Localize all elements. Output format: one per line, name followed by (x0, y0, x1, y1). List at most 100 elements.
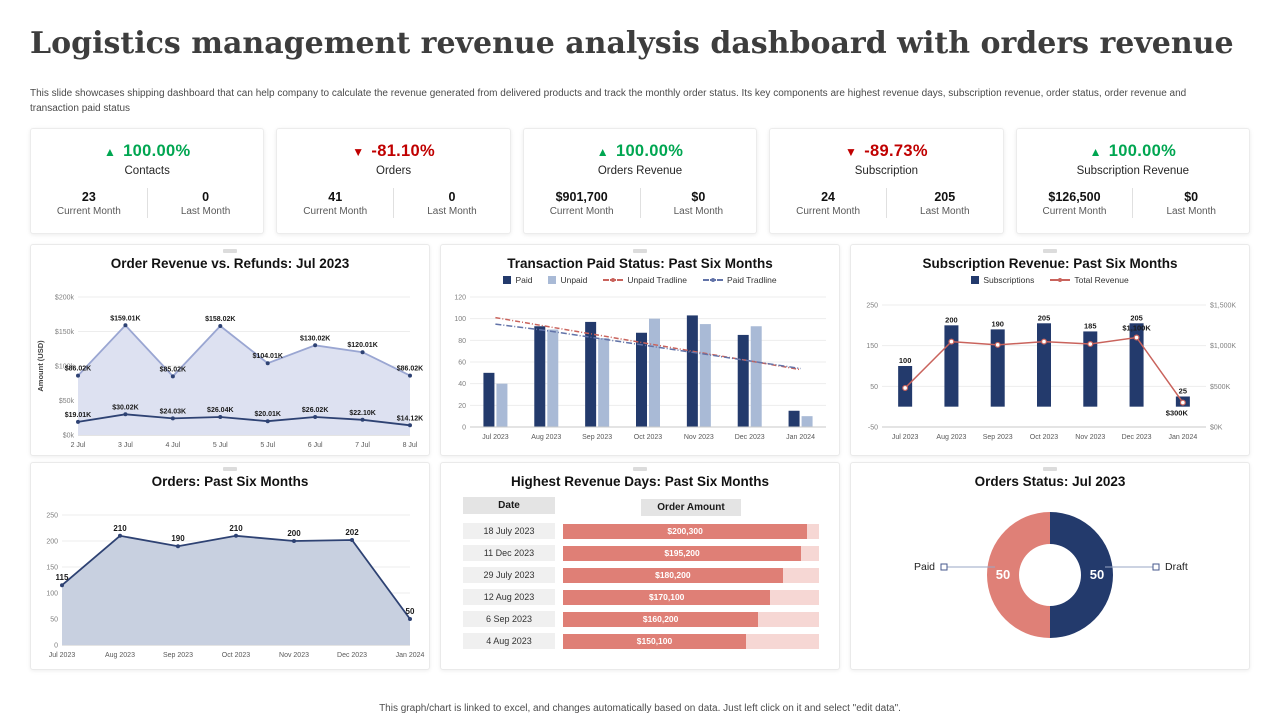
kpi-label: Subscription (854, 165, 919, 177)
legend-paid-tradline-icon (702, 278, 723, 282)
divider (393, 188, 395, 218)
svg-text:Sep 2023: Sep 2023 (582, 434, 612, 441)
subscription-revenue-card: Subscription Revenue: Past Six Months Su… (850, 244, 1250, 456)
svg-text:$500K: $500K (1210, 384, 1231, 391)
revenue-bar-track: $160,200 (563, 611, 819, 627)
trend-down-icon: ▼ (352, 145, 365, 159)
svg-text:200: 200 (46, 539, 58, 546)
svg-text:$1,500K: $1,500K (1210, 303, 1236, 310)
trend-up-icon: ▲ (1089, 145, 1102, 159)
kpi-current-label: Current Month (549, 205, 614, 217)
orders-six-months-chart[interactable]: 0 50 100 150 200 250 Jul 2023 Aug 2023 Sep 2023 O… (34, 491, 426, 661)
divider (639, 188, 641, 218)
kpi-last-label: Last Month (1166, 205, 1216, 217)
kpi-card-subscription: ▼ -89.73% Subscription 24 Current Month 20… (769, 128, 1004, 234)
svg-text:Dec 2023: Dec 2023 (337, 652, 367, 659)
revenue-bar-track: $170,100 (563, 589, 819, 605)
svg-text:$24.03K: $24.03K (160, 408, 186, 415)
kpi-current-label: Current Month (56, 205, 121, 217)
svg-text:6 Jul: 6 Jul (308, 442, 323, 449)
kpi-percent: -89.73% (864, 142, 928, 160)
orders-status-donut[interactable]: 50 50 Paid Draft (854, 491, 1246, 653)
divider (885, 188, 887, 218)
svg-text:25: 25 (1179, 387, 1187, 396)
svg-text:Jul 2023: Jul 2023 (49, 652, 76, 659)
kpi-percent: 100.00% (615, 142, 684, 160)
highest-revenue-days-table[interactable]: Date Order Amount 18 July 2023 $200,300 11… (463, 497, 819, 649)
table-header: Date Order Amount (463, 497, 819, 516)
card-handle-icon (633, 467, 647, 471)
trend-up-icon: ▲ (103, 145, 117, 159)
svg-text:Dec 2023: Dec 2023 (735, 434, 765, 441)
kpi-card-contacts: ▲ 100.00% Contacts 23 Current Month 0 Last … (30, 128, 265, 234)
kpi-trend: ▲ 100.00% (1017, 142, 1249, 161)
kpi-current-label: Current Month (796, 205, 861, 217)
svg-text:40: 40 (458, 381, 466, 388)
card-handle-icon (1043, 467, 1057, 471)
kpi-card-orders: ▼ -81.10% Orders 41 Current Month 0 Last Mo… (276, 128, 511, 234)
svg-text:80: 80 (458, 338, 466, 345)
svg-text:$1,100K: $1,100K (1122, 324, 1151, 333)
kpi-trend: ▲ 100.00% (524, 142, 756, 161)
svg-text:8 Jul: 8 Jul (403, 442, 418, 449)
transaction-status-card: Transaction Paid Status: Past Six Months… (440, 244, 840, 456)
svg-text:100: 100 (899, 356, 912, 365)
svg-text:Aug 2023: Aug 2023 (936, 434, 966, 441)
kpi-current-value: 23 (81, 189, 96, 204)
revenue-bar: $170,100 (563, 589, 771, 605)
svg-text:Dec 2023: Dec 2023 (1122, 434, 1152, 441)
card-handle-icon (223, 249, 237, 253)
card-handle-icon (1043, 249, 1057, 253)
svg-text:205: 205 (1038, 313, 1051, 322)
revenue-day-date: 11 Dec 2023 (463, 545, 555, 561)
subscription-revenue-chart[interactable]: -50 50 150 250 $0K $500K $1,000K $1,500K Jul 202… (854, 287, 1246, 443)
legend-unpaid-swatch-icon (548, 276, 557, 284)
kpi-current-label: Current Month (1042, 205, 1107, 217)
svg-text:$200k: $200k (55, 295, 75, 302)
svg-text:$104.01K: $104.01K (253, 353, 283, 360)
svg-text:210: 210 (113, 524, 127, 533)
revenue-day-row: 29 July 2023 $180,200 (463, 567, 819, 583)
svg-text:50: 50 (1090, 567, 1104, 582)
svg-text:Nov 2023: Nov 2023 (1075, 434, 1105, 441)
svg-text:120: 120 (454, 295, 466, 302)
svg-text:Paid: Paid (914, 561, 935, 573)
svg-text:Jul 2023: Jul 2023 (482, 434, 509, 441)
kpi-trend: ▲ 100.00% (31, 142, 263, 161)
page-title: Logistics management revenue analysis da… (30, 26, 1234, 61)
revenue-bar-track: $180,200 (563, 567, 819, 583)
svg-text:$300K: $300K (1166, 409, 1189, 418)
svg-text:$0K: $0K (1210, 425, 1223, 432)
svg-text:$26.04K: $26.04K (207, 407, 233, 414)
svg-text:150: 150 (46, 565, 58, 572)
legend-unpaid-tradline-icon (603, 278, 624, 282)
svg-text:Jul 2023: Jul 2023 (892, 434, 919, 441)
svg-text:$86.02K: $86.02K (397, 366, 423, 373)
svg-text:50: 50 (996, 567, 1010, 582)
order-revenue-refunds-chart[interactable]: $0k $50k $100k $150k $200k 2 Jul 3 Jul 4 Jul 5 J… (34, 273, 426, 451)
transaction-paid-status-chart[interactable]: 0 20 40 60 80 100 120 Jul 2023 Aug 2023 Sep 2023 O… (444, 287, 836, 443)
svg-text:$30.02K: $30.02K (112, 404, 138, 411)
svg-text:Jan 2024: Jan 2024 (396, 652, 425, 659)
revenue-bar-track: $195,200 (563, 545, 819, 561)
revenue-day-date: 18 July 2023 (463, 523, 555, 539)
svg-text:Aug 2023: Aug 2023 (105, 652, 135, 659)
chart-title: Subscription Revenue: Past Six Months (922, 256, 1178, 271)
kpi-label: Subscription Revenue (1076, 165, 1190, 177)
svg-text:4 Jul: 4 Jul (165, 442, 180, 449)
charts-row-1: Order Revenue vs. Refunds: Jul 2023 $0k $… (30, 244, 1250, 456)
revenue-bar: $180,200 (563, 567, 783, 583)
card-handle-icon (633, 249, 647, 253)
svg-text:$150k: $150k (55, 329, 75, 336)
svg-text:$100k: $100k (55, 364, 75, 371)
svg-text:250: 250 (866, 303, 878, 310)
chart-legend: Subscriptions Total Revenue (851, 275, 1249, 285)
kpi-last-label: Last Month (673, 205, 724, 217)
revenue-day-date: 6 Sep 2023 (463, 611, 555, 627)
kpi-trend: ▼ -81.10% (277, 142, 509, 161)
svg-text:5 Jul: 5 Jul (213, 442, 228, 449)
svg-text:$120.01K: $120.01K (347, 342, 377, 349)
svg-text:0: 0 (462, 425, 466, 432)
svg-text:150: 150 (866, 343, 878, 350)
revenue-bar: $200,300 (563, 523, 808, 539)
